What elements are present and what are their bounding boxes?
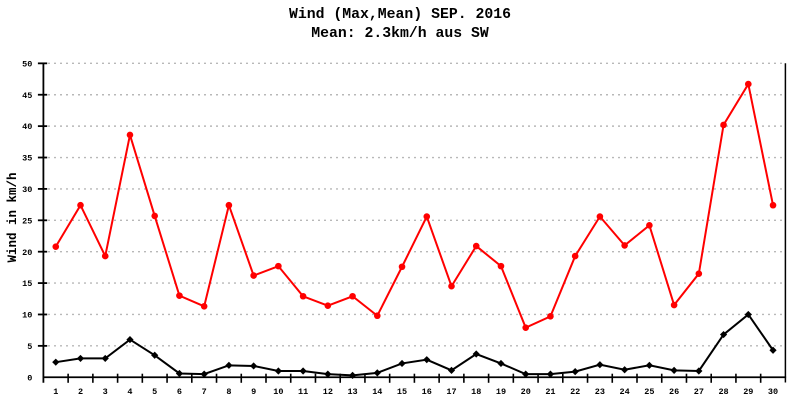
svg-text:4: 4 <box>127 387 132 397</box>
svg-text:Mean: 2.3km/h aus SW: Mean: 2.3km/h aus SW <box>311 26 489 42</box>
svg-text:15: 15 <box>22 279 32 289</box>
svg-text:18: 18 <box>471 387 481 397</box>
svg-text:16: 16 <box>422 387 432 397</box>
svg-text:25: 25 <box>22 216 32 226</box>
svg-text:28: 28 <box>718 387 728 397</box>
svg-text:24: 24 <box>620 387 630 397</box>
svg-text:14: 14 <box>372 387 382 397</box>
svg-text:8: 8 <box>226 387 231 397</box>
svg-text:17: 17 <box>446 387 456 397</box>
svg-text:23: 23 <box>595 387 605 397</box>
svg-text:0: 0 <box>27 373 32 383</box>
svg-text:15: 15 <box>397 387 407 397</box>
svg-text:30: 30 <box>22 185 32 195</box>
svg-text:27: 27 <box>694 387 704 397</box>
svg-text:22: 22 <box>570 387 580 397</box>
svg-text:2: 2 <box>78 387 83 397</box>
svg-text:7: 7 <box>202 387 207 397</box>
svg-text:6: 6 <box>177 387 182 397</box>
svg-text:Wind in km/h: Wind in km/h <box>6 172 20 262</box>
svg-text:1: 1 <box>53 387 58 397</box>
svg-text:5: 5 <box>27 342 32 352</box>
svg-text:11: 11 <box>298 387 308 397</box>
svg-text:10: 10 <box>273 387 283 397</box>
svg-text:3: 3 <box>103 387 108 397</box>
svg-text:21: 21 <box>545 387 555 397</box>
svg-text:20: 20 <box>22 248 32 258</box>
svg-text:13: 13 <box>347 387 357 397</box>
svg-text:19: 19 <box>496 387 506 397</box>
svg-text:30: 30 <box>768 387 778 397</box>
svg-text:5: 5 <box>152 387 157 397</box>
svg-text:35: 35 <box>22 154 32 164</box>
svg-text:Wind (Max,Mean) SEP. 2016: Wind (Max,Mean) SEP. 2016 <box>289 7 511 23</box>
svg-text:29: 29 <box>743 387 753 397</box>
svg-text:12: 12 <box>323 387 333 397</box>
svg-text:25: 25 <box>644 387 654 397</box>
svg-text:9: 9 <box>251 387 256 397</box>
svg-text:10: 10 <box>22 311 32 321</box>
svg-text:40: 40 <box>22 122 32 132</box>
svg-text:50: 50 <box>22 59 32 69</box>
svg-text:20: 20 <box>521 387 531 397</box>
svg-text:26: 26 <box>669 387 679 397</box>
svg-text:45: 45 <box>22 91 32 101</box>
